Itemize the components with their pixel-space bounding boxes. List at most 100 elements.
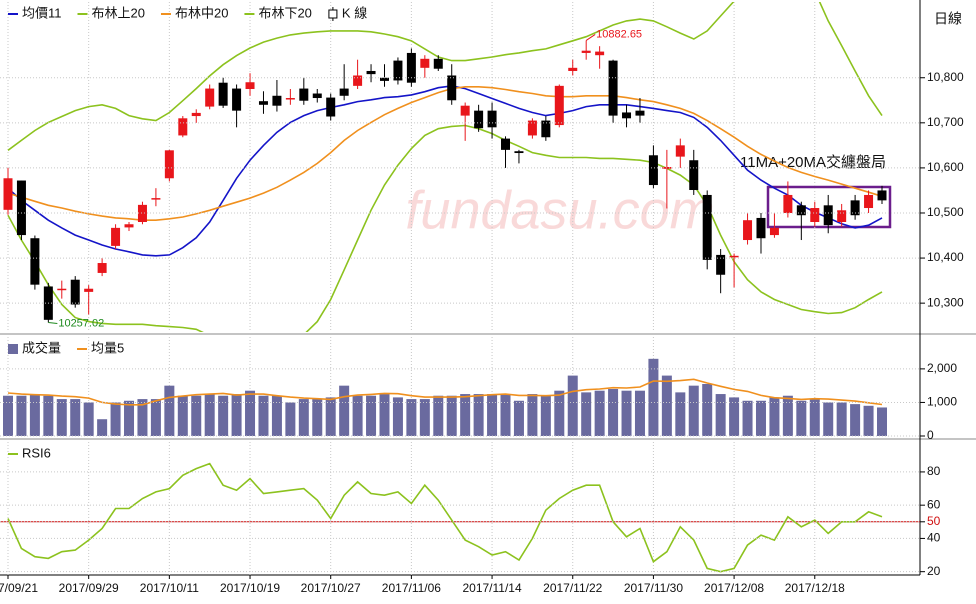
line-series xyxy=(7,86,883,221)
candle-body xyxy=(57,288,67,291)
candle-body xyxy=(339,88,349,96)
volume-bar xyxy=(56,399,67,436)
volume-bar xyxy=(634,390,645,436)
volume-bar xyxy=(124,400,135,436)
candle-body xyxy=(581,50,591,53)
legend-label: 布林中20 xyxy=(175,5,228,20)
y-tick-label: 10,800 xyxy=(927,70,964,84)
volume-bar xyxy=(110,402,121,436)
candle-body xyxy=(178,118,188,136)
panel-plot xyxy=(3,358,887,436)
panel-plot xyxy=(3,2,887,332)
y-tick-label: 10,400 xyxy=(927,250,964,264)
legend-label: 布林上20 xyxy=(92,5,145,20)
candle-body xyxy=(285,98,295,100)
volume-bar xyxy=(715,394,726,436)
volume-bar xyxy=(352,395,363,436)
candle-body xyxy=(756,217,766,239)
candle-body xyxy=(191,112,201,117)
volume-bar xyxy=(836,402,847,436)
candle-body xyxy=(16,180,26,236)
x-tick-label: 2017/11/30 xyxy=(624,581,683,595)
volume-bar xyxy=(608,389,619,436)
candle-body xyxy=(716,254,726,275)
volume-bar xyxy=(540,395,551,436)
volume-bar xyxy=(554,390,565,436)
volume-bar xyxy=(782,395,793,436)
candle-body xyxy=(864,194,874,209)
volume-bar xyxy=(809,399,820,436)
candle-body xyxy=(837,210,847,222)
candle-body xyxy=(796,205,806,216)
candle-body xyxy=(527,120,537,136)
x-tick-label: 2017/12/08 xyxy=(704,581,764,595)
volume-bar xyxy=(527,394,538,436)
candle-body xyxy=(635,110,645,116)
y-tick-label: 1,000 xyxy=(927,395,957,409)
volume-bar xyxy=(3,395,13,436)
volume-bar xyxy=(204,394,215,436)
volume-bar xyxy=(742,400,753,436)
y-tick-label: 80 xyxy=(927,464,941,478)
volume-bar xyxy=(29,394,40,436)
candle-body xyxy=(622,112,632,119)
volume-bar xyxy=(191,395,202,436)
candle-body xyxy=(312,93,322,99)
legend-label: 成交量 xyxy=(22,340,61,355)
candle-body xyxy=(568,67,578,71)
candle-body xyxy=(474,110,484,129)
volume-bar xyxy=(594,390,605,436)
volume-bar xyxy=(312,399,323,436)
volume-bar xyxy=(218,395,229,436)
volume-bar xyxy=(177,395,188,436)
candle-body xyxy=(205,88,215,107)
volume-bar xyxy=(298,399,309,436)
volume-bar xyxy=(796,400,807,436)
candle-body xyxy=(743,220,753,241)
candle-body xyxy=(84,288,94,292)
volume-bar xyxy=(137,399,148,436)
volume-bar xyxy=(863,405,874,436)
volume-bar xyxy=(16,395,27,436)
candle-body xyxy=(608,60,618,116)
candle-body xyxy=(460,105,470,116)
candle-body xyxy=(702,194,712,260)
candle-body xyxy=(406,52,416,83)
volume-bar xyxy=(433,395,444,436)
frames xyxy=(0,0,976,576)
candle-body xyxy=(420,58,430,68)
x-tick-label: 2017/10/11 xyxy=(140,581,199,595)
candle-body xyxy=(218,82,228,106)
candle-body xyxy=(823,205,833,226)
volume-bar xyxy=(83,402,94,436)
volume-bar xyxy=(460,394,471,436)
candle-body xyxy=(258,101,268,105)
candle-body xyxy=(689,160,699,190)
volume-bar xyxy=(406,399,417,436)
volume-bar xyxy=(755,400,766,436)
volume-bar xyxy=(285,402,296,436)
volume-bar xyxy=(392,397,403,436)
x-tick-label: 2017/09/29 xyxy=(59,581,119,595)
volume-bar xyxy=(245,390,256,436)
volume-bar xyxy=(150,399,161,436)
line-series xyxy=(7,378,883,406)
volume-bar xyxy=(581,392,592,436)
volume-bar xyxy=(688,385,699,436)
volume-bar xyxy=(419,399,430,436)
volume-bar xyxy=(621,390,632,436)
y-tick-label: 50 xyxy=(927,514,941,528)
volume-bar xyxy=(769,397,780,436)
candle-body xyxy=(675,145,685,157)
candle-body xyxy=(97,263,107,273)
legend-label: 布林下20 xyxy=(258,5,311,20)
annotation-leader xyxy=(585,34,596,41)
x-tick-label: 2017/11/06 xyxy=(382,581,441,595)
y-tick-label: 10,300 xyxy=(927,295,964,309)
candle-body xyxy=(501,138,511,150)
volume-bar xyxy=(231,394,242,436)
candle-body xyxy=(3,178,13,210)
candle-body xyxy=(810,208,820,222)
